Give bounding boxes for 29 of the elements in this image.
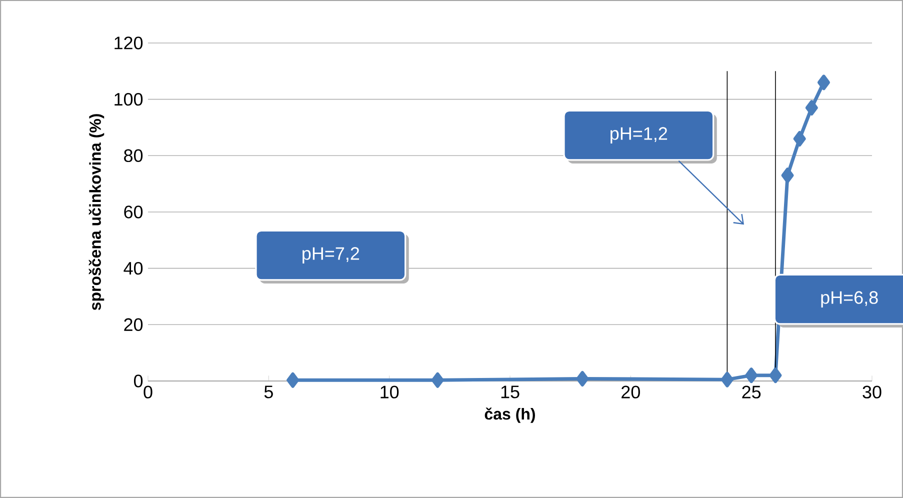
annotation: pH=7,2 [302,247,360,264]
x-tick-label: 10 [380,386,399,398]
point [781,168,794,184]
y-axis-title: sproščena učinkovina (%) [88,114,104,310]
y-tick-label: 40 [124,262,143,275]
point [793,131,806,146]
y-tick-label: 20 [124,318,143,332]
y-tick-label: 60 [124,206,143,218]
x-tick-label: 15 [501,386,520,398]
point [286,372,300,388]
y-tick-label: 100 [114,92,143,106]
annotation: pH=6,8 [821,291,878,308]
x-tick-label: 30 [862,386,882,398]
x-tick-label: 0 [144,386,152,398]
y-tick-label: 120 [114,36,143,50]
point [805,100,818,116]
point [745,368,758,384]
y-tick-label: 80 [124,149,143,162]
x-tick-label: 5 [264,386,273,398]
annotation: pH=1,2 [610,127,668,144]
point [576,371,589,386]
y-tick-label: 0 [134,374,143,388]
x-axis-title: čas (h) [484,408,535,423]
x-tick-label: 20 [622,386,640,398]
point [720,372,734,388]
x-tick-label: 25 [742,386,761,398]
point [769,368,782,384]
point [431,372,444,388]
point [818,74,830,90]
